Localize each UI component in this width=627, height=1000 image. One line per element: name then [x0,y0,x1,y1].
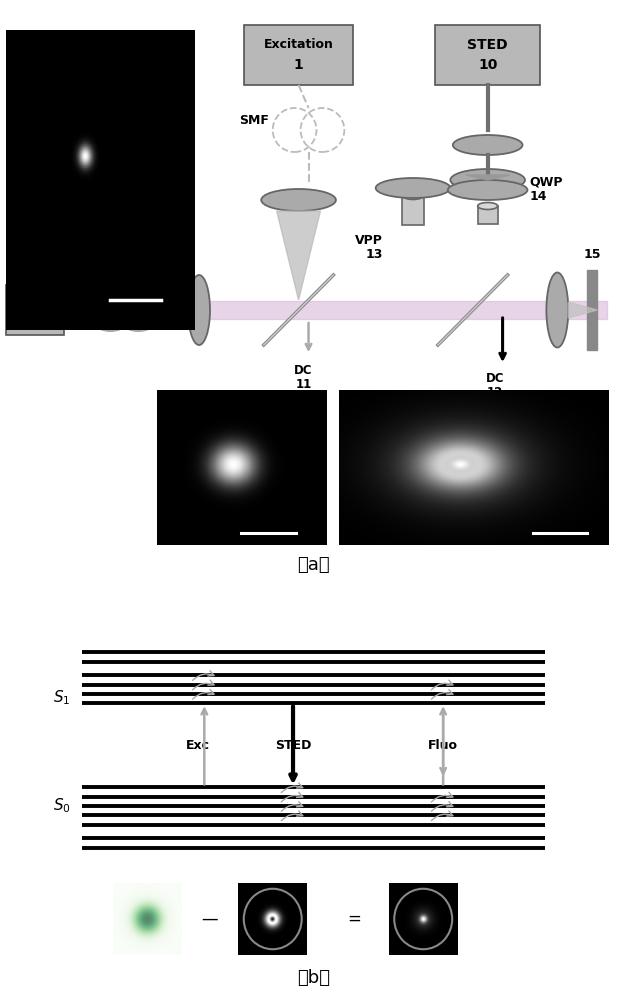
Text: =: = [347,910,361,928]
Text: $S_1$: $S_1$ [53,689,71,707]
Text: STED: STED [275,739,311,752]
FancyBboxPatch shape [402,195,424,225]
Text: （a）: （a） [297,556,330,574]
Text: 1: 1 [293,58,303,72]
Polygon shape [466,175,510,180]
Text: APD: APD [20,294,50,306]
Text: SMF: SMF [239,113,269,126]
Text: QWP: QWP [529,176,563,188]
Ellipse shape [188,275,210,345]
Ellipse shape [261,189,336,211]
Text: 16: 16 [25,313,45,327]
Ellipse shape [376,178,450,198]
Ellipse shape [448,180,527,200]
Ellipse shape [450,169,525,191]
Text: DC: DC [485,371,504,384]
Text: （b）: （b） [297,968,330,986]
Text: 13: 13 [366,247,383,260]
Text: MMF: MMF [108,238,141,251]
FancyBboxPatch shape [6,285,64,335]
Text: 12: 12 [487,385,503,398]
Ellipse shape [402,190,424,200]
Polygon shape [277,211,320,300]
Text: $S_0$: $S_0$ [53,797,71,815]
Polygon shape [568,302,597,318]
Text: 10: 10 [478,58,497,72]
Ellipse shape [453,135,522,155]
Text: VPP: VPP [356,233,383,246]
Text: STED: STED [467,38,508,52]
FancyBboxPatch shape [435,25,540,85]
Text: 11: 11 [295,378,312,391]
Ellipse shape [546,272,568,348]
FancyBboxPatch shape [244,25,353,85]
FancyBboxPatch shape [478,206,498,224]
Text: 14: 14 [529,190,547,202]
Text: Fluo: Fluo [428,739,458,752]
Text: Exc: Exc [186,739,209,752]
Text: DC: DC [294,363,313,376]
Text: —: — [202,910,218,928]
Polygon shape [587,270,597,350]
Text: 15: 15 [583,248,601,261]
Ellipse shape [478,202,498,210]
Text: Excitation: Excitation [263,38,334,51]
